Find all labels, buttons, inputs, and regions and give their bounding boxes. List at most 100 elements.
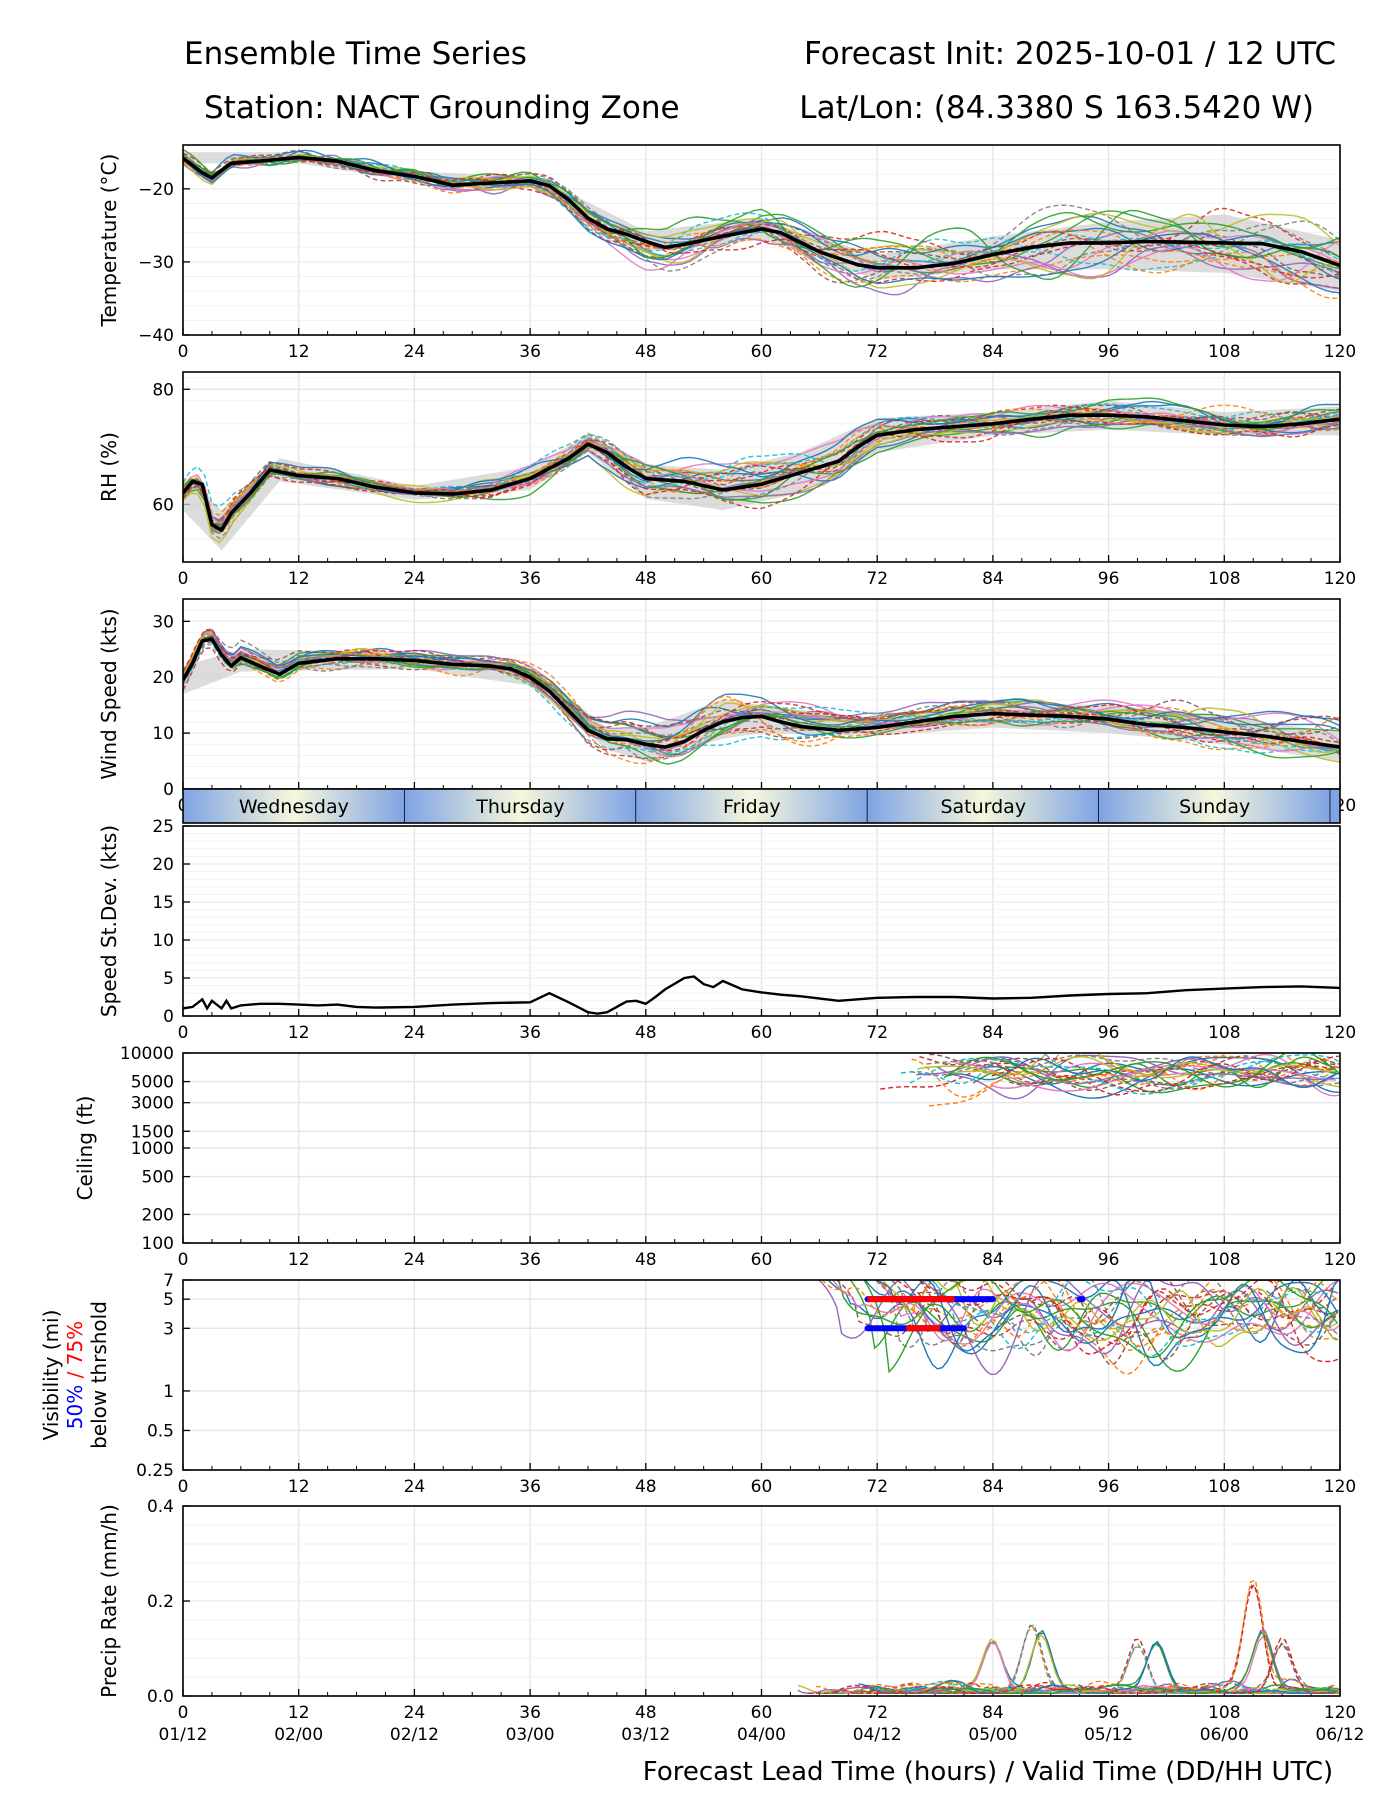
day-label-friday: Friday [723,796,781,818]
temperature-x-tick-label: 36 [519,342,541,362]
visibility-y-axis-title: Visibility (mi) [39,1310,63,1441]
ceiling-y-tick-label: 1000 [131,1139,174,1159]
visibility-member-line [864,1280,1339,1355]
wind_speed-y-tick-label: 10 [152,724,174,744]
visibility-y-tick-label: 5 [163,1290,174,1310]
speed_stdev-y-tick-label: 0 [163,1007,174,1027]
ceiling-x-tick-label: 36 [519,1250,541,1270]
speed_stdev-y-tick-label: 10 [152,931,174,951]
ceiling-member-line [991,1053,1340,1097]
ceiling-x-tick-label: 48 [635,1250,657,1270]
temperature-member-line [183,156,1340,272]
day-label-sunday: Sunday [1179,796,1250,818]
temperature-x-tick-label: 48 [635,342,657,362]
wind_speed-member-line [183,632,1340,754]
precip-x-tick-label: 0 [178,1703,189,1723]
precip-member-line [808,1637,1339,1694]
rh-ensemble-mean-line [183,413,1340,533]
ceiling-member-line [946,1056,1338,1089]
precip-valid-time-label: 05/00 [968,1725,1017,1745]
ceiling-x-tick-label: 0 [178,1250,189,1270]
temperature-x-tick-label: 96 [1098,342,1120,362]
speed_stdev-x-tick-label: 0 [178,1023,189,1043]
ceiling-member-line [943,1053,1340,1088]
wind_speed-member-line [183,628,1340,740]
ceiling-x-tick-label: 120 [1324,1250,1356,1270]
day-label-thursday: Thursday [475,796,564,818]
precip-x-tick-label: 108 [1208,1703,1240,1723]
temperature-frame [182,144,1341,336]
ceiling-x-tick-label: 60 [751,1250,773,1270]
title-left-line-2: Station: NACT Grounding Zone [204,90,680,126]
rh-x-tick-label: 96 [1098,569,1120,589]
visibility-member-line [896,1280,1340,1345]
wind_speed-member-line [183,639,1340,758]
rh-x-tick-label: 0 [178,569,189,589]
visibility-y-tick-label: 3 [163,1319,174,1339]
visibility-member-line [927,1280,1337,1358]
precip-x-tick-label: 60 [751,1703,773,1723]
speed_stdev-x-tick-label: 24 [404,1023,426,1043]
speed_stdev-plot-area [183,975,1340,1015]
rh-x-tick-label: 72 [866,569,888,589]
rh-member-line [183,415,1340,522]
percent-75-label: / 75% [63,1321,87,1385]
precip-valid-time-label: 01/12 [159,1725,208,1745]
temperature-x-tick-label: 60 [751,342,773,362]
wind_speed-member-line [183,628,1340,746]
visibility-y-axis-threshold-label: below thrshold [87,1301,111,1449]
rh-x-tick-label: 108 [1208,569,1240,589]
rh-x-tick-label: 84 [982,569,1004,589]
ceiling-x-tick-label: 12 [288,1250,310,1270]
wind_speed-member-line [183,637,1340,751]
visibility-member-line [918,1280,1340,1341]
title-left-line-1: Ensemble Time Series [184,36,527,72]
title-right-line-1: Forecast Init: 2025-10-01 / 12 UTC [804,36,1336,72]
precip-frame [182,1505,1341,1697]
precip-valid-time-label: 04/00 [737,1725,786,1745]
ceiling-y-tick-label: 100 [142,1234,174,1254]
day-bar-frame [182,788,1341,824]
visibility-member-line [930,1280,1337,1348]
ceiling-y-tick-label: 1500 [131,1122,174,1142]
rh-x-tick-label: 120 [1324,569,1356,589]
wind_speed-y-tick-label: 20 [152,668,174,688]
precip-member-line [858,1640,1336,1694]
rh-member-line [183,418,1340,532]
visibility-y-tick-label: 7 [163,1271,174,1291]
day-band-wednesday [183,789,405,823]
rh-member-line [183,404,1340,535]
ceiling-member-line [991,1055,1339,1093]
temperature-x-tick-label: 108 [1208,342,1240,362]
x-axis-title: Forecast Lead Time (hours) / Valid Time … [643,1757,1333,1787]
wind_speed-member-line [183,637,1340,755]
wind_speed-member-line [183,639,1340,763]
rh-x-tick-label: 60 [751,569,773,589]
visibility-x-tick-label: 36 [519,1477,541,1497]
rh-x-tick-label: 48 [635,569,657,589]
precip-valid-time-label: 02/12 [390,1725,439,1745]
precip-member-line [870,1631,1339,1694]
temperature-y-tick-label: −30 [138,253,174,273]
visibility-member-line [849,1280,1338,1352]
visibility-y-axis-percent-label: 50% / 75% [63,1321,87,1429]
day-band-saturday [867,789,1099,823]
rh-member-line [183,397,1340,531]
temperature-plot-area [183,148,1340,300]
rh-y-axis-title: RH (%) [97,432,121,502]
visibility-member-line [873,1280,1339,1354]
rh-member-line [183,403,1340,527]
speed_stdev-y-tick-label: 20 [152,855,174,875]
ceiling-x-tick-label: 108 [1208,1250,1240,1270]
ceiling-y-tick-label: 10000 [120,1044,174,1064]
visibility-frame [182,1279,1341,1471]
speed_stdev-x-tick-label: 36 [519,1023,541,1043]
precip-x-tick-label: 96 [1098,1703,1120,1723]
temperature-x-tick-label: 72 [866,342,888,362]
speed_stdev-x-tick-label: 72 [866,1023,888,1043]
visibility-y-tick-label: 1 [163,1382,174,1402]
precip-valid-time-label: 05/12 [1084,1725,1133,1745]
ceiling-member-line [954,1062,1336,1092]
day-band-friday [636,789,868,823]
